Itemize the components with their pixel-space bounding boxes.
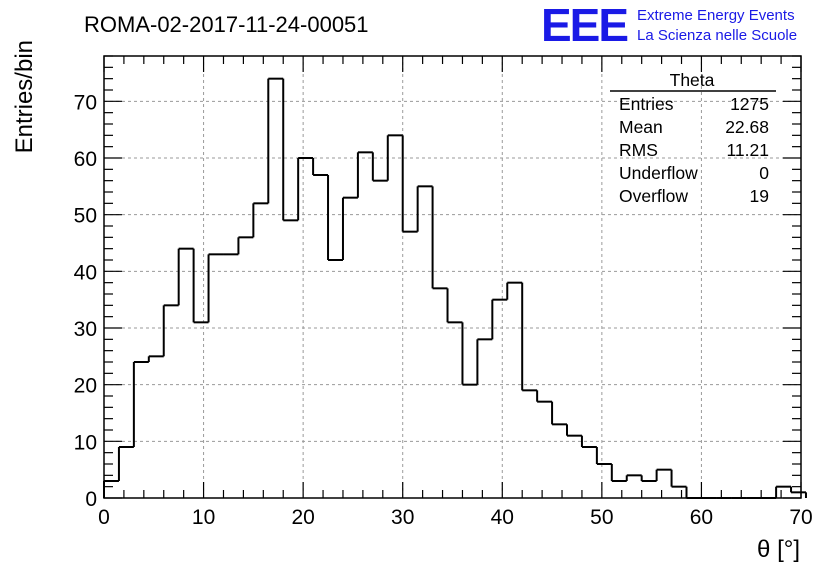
logo-line1: Extreme Energy Events [637, 7, 795, 24]
x-tick-label-2: 20 [291, 506, 314, 529]
logo: EEE Extreme Energy Events La Scienza nel… [541, 0, 797, 51]
stats-value-entries: 1275 [730, 94, 769, 114]
y-tick-label-5: 50 [74, 205, 97, 228]
y-tick-label-1: 10 [74, 431, 97, 454]
tick-labels: 0 10 20 30 40 50 60 70 0 10 20 30 40 50 60 70 [74, 91, 813, 529]
stats-rows: Entries 1275 Mean 22.68 RMS 11.21 Underflow 0 Ov… [619, 94, 769, 206]
y-tick-label-2: 20 [74, 375, 97, 398]
stats-label-mean: Mean [619, 117, 663, 137]
y-tick-label-6: 60 [74, 148, 97, 171]
stats-value-overflow: 19 [750, 186, 769, 206]
histogram [103, 77, 807, 499]
x-tick-label-6: 60 [690, 506, 713, 529]
x-tick-label-1: 10 [192, 506, 215, 529]
x-tick-label-4: 40 [491, 506, 514, 529]
stats-label-rms: RMS [619, 140, 658, 160]
stats-label-entries: Entries [619, 94, 674, 114]
y-tick-label-4: 40 [74, 261, 97, 284]
x-tick-label-7: 70 [789, 506, 812, 529]
grid-lines [104, 56, 801, 498]
y-tick-label-0: 0 [85, 488, 97, 511]
y-axis-label: Entries/bin [11, 40, 38, 153]
x-tick-label-3: 30 [391, 506, 414, 529]
stats-value-underflow: 0 [759, 163, 769, 183]
stats-value-rms: 11.21 [727, 140, 770, 160]
y-tick-label-3: 30 [74, 318, 97, 341]
stats-label-underflow: Underflow [619, 163, 698, 183]
plot-frame-rect [103, 55, 802, 499]
y-tick-label-7: 70 [74, 91, 97, 114]
logo-letters: EEE [541, 0, 627, 51]
plot-frame [103, 55, 802, 499]
stats-box: Theta Entries 1275 Mean 22.68 RMS 11.21 Underf… [610, 70, 776, 206]
stats-title: Theta [670, 70, 715, 90]
x-tick-label-0: 0 [98, 506, 110, 529]
x-tick-label-5: 50 [590, 506, 613, 529]
axis-ticks [103, 55, 802, 499]
logo-line2: La Scienza nelle Scuole [637, 27, 797, 44]
x-axis-label: θ [°] [757, 536, 800, 563]
stats-label-overflow: Overflow [619, 186, 688, 206]
stats-value-mean: 22.68 [725, 117, 769, 137]
chart-title: ROMA-02-2017-11-24-00051 [84, 12, 369, 37]
